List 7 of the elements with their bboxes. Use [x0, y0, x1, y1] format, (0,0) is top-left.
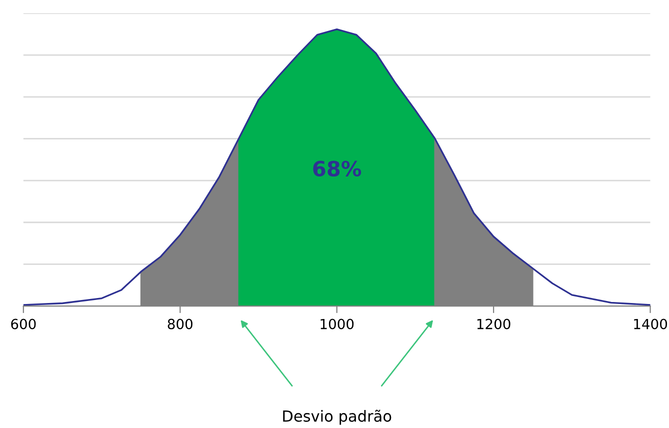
x-tick-label: 1400 — [634, 318, 668, 330]
x-tick-label: 800 — [168, 318, 192, 330]
x-tick-label: 1200 — [477, 318, 510, 330]
x-tick-label: 600 — [11, 318, 36, 330]
text: Desvio padrão — [283, 410, 392, 425]
x-tick-label: 1000 — [320, 318, 354, 330]
annotation: 68% — [313, 160, 362, 176]
